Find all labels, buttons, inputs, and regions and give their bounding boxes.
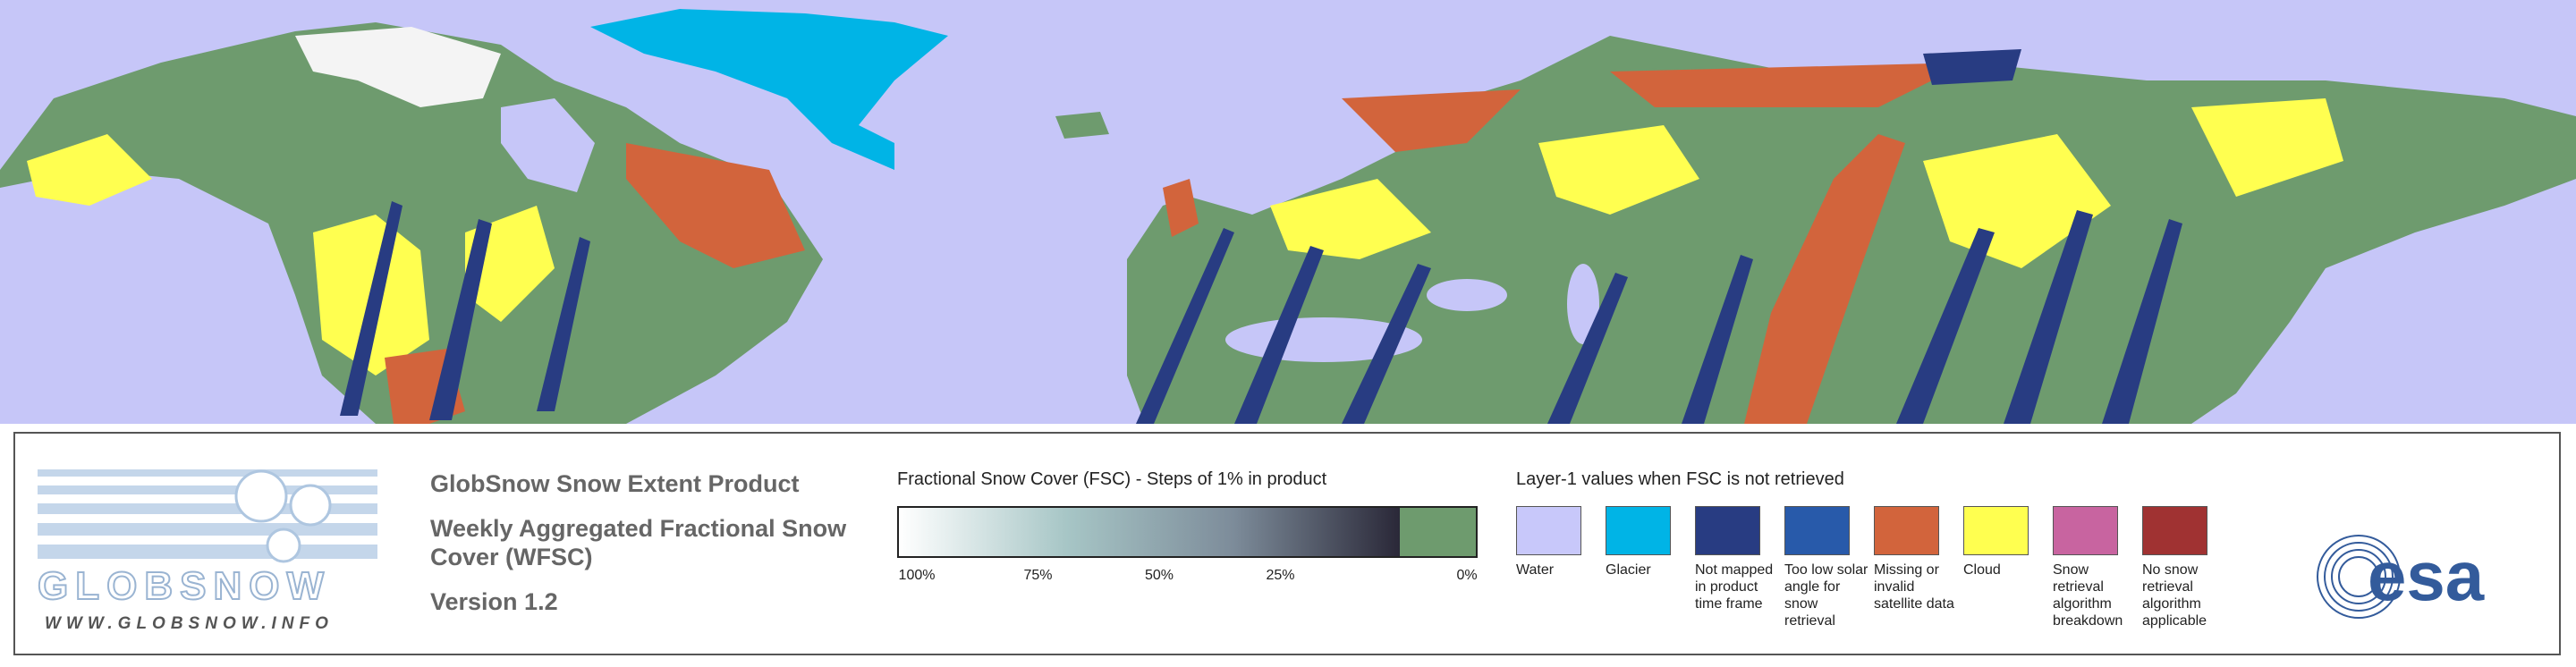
snowflakes (234, 469, 332, 563)
caspian-sea (1567, 264, 1599, 344)
swatch-label: Too low solar angle for snow retrieval (1784, 562, 1868, 629)
eu-cloud (1923, 134, 2111, 268)
flake (289, 484, 332, 527)
stripe (2004, 210, 2093, 424)
legend-panel: GLOBSNOW WWW.GLOBSNOW.INFO GlobSnow Snow… (13, 432, 2561, 655)
version: Version 1.2 (430, 588, 558, 615)
swatch-label: Glacier (1606, 562, 1651, 578)
esa-logo: esa (2317, 535, 2485, 619)
stripe (38, 523, 377, 536)
eu-cloud (1538, 125, 1699, 215)
russia-missing-stripe (1744, 134, 1905, 424)
colorbar-gradient (899, 508, 1400, 556)
ring (2324, 542, 2394, 612)
swatch-label: Snow retrieval algorithm breakdown (2053, 562, 2123, 629)
swatch-label: No snow retrieval algorithm applicable (2142, 562, 2207, 629)
flake (234, 469, 288, 523)
na-cloud (27, 134, 152, 206)
colorbar-title: Fractional Snow Cover (FSC) - Steps of 1… (897, 469, 1327, 489)
ring (2338, 556, 2379, 597)
globsnow-logo: GLOBSNOW WWW.GLOBSNOW.INFO (38, 469, 377, 630)
quebec-missing (626, 143, 805, 268)
stripe (38, 485, 377, 494)
stripe (1547, 273, 1628, 424)
colorbar-ticks: 100% 75% 50% 25% 0% (897, 568, 1478, 586)
swatch (1784, 506, 1850, 555)
colorbar-tick-label: 0% (1456, 568, 1478, 583)
title: GlobSnow Snow Extent Product (430, 470, 800, 497)
eu-cloud (1270, 179, 1431, 259)
black-sea (1427, 279, 1507, 311)
iceland (1055, 112, 1109, 139)
logo-url: WWW.GLOBSNOW.INFO (45, 614, 334, 630)
swatch (2142, 506, 2207, 555)
arctic-not-mapped (1923, 49, 2021, 85)
swatch (1695, 506, 1760, 555)
colorbar (897, 506, 1478, 558)
flake (266, 528, 301, 563)
swatch-label: Cloud (1963, 562, 2001, 578)
stripe (38, 469, 377, 477)
stripe (1136, 228, 1234, 424)
colorbar-tick-label: 50% (1144, 568, 1174, 583)
stripe (1896, 228, 1995, 424)
swatch-label: Missing or invalid satellite data (1874, 562, 1954, 612)
stripe (537, 237, 590, 411)
snow-white (295, 27, 501, 107)
swatch-label: Water (1516, 562, 1555, 578)
hudson-bay (501, 98, 595, 192)
stripe (1682, 255, 1753, 424)
colorbar-tick-label: 100% (898, 568, 936, 583)
swatch (1963, 506, 2029, 555)
esa-swirl (2317, 535, 2401, 619)
stripe (2102, 219, 2182, 424)
stripe (1342, 264, 1431, 424)
stripe (1234, 246, 1324, 424)
scandinavia-missing (1342, 89, 1521, 152)
stripe (429, 219, 492, 420)
britain (1163, 179, 1199, 237)
esa-text: esa (2368, 536, 2485, 615)
north-america (0, 22, 823, 424)
logo-name: GLOBSNOW (38, 564, 331, 608)
greenland (590, 9, 948, 170)
colorbar-tick-label: 75% (1023, 568, 1053, 583)
swatch (1874, 506, 1939, 555)
eu-cloud (2191, 98, 2343, 197)
layer1-items: Water Glacier Not mapped in product time f… (1516, 506, 2321, 649)
ring (2331, 549, 2386, 604)
swatch (1516, 506, 1581, 555)
colorbar-tick-label: 25% (1266, 568, 1295, 583)
swatch-label: Not mapped in product time frame (1695, 562, 1774, 612)
ring (2317, 535, 2401, 619)
map (0, 0, 2576, 424)
swatch (1606, 506, 1671, 555)
siberia-missing (1610, 63, 1968, 107)
subtitle: Weekly Aggregated Fractional Snow Cover … (430, 515, 847, 570)
layer1-title: Layer-1 values when FSC is not retrieved (1516, 469, 1844, 489)
stripe (38, 545, 377, 559)
stripe (340, 201, 402, 416)
swatch (2053, 506, 2118, 555)
colorbar-zero (1400, 508, 1476, 556)
not-mapped-stripes (340, 201, 2182, 424)
